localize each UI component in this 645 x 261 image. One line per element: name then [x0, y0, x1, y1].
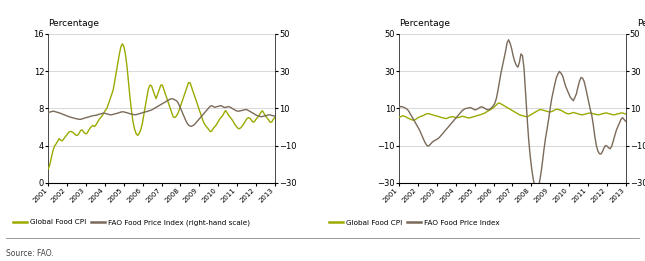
- Text: Source: FAO.: Source: FAO.: [6, 249, 54, 258]
- Text: Percentage: Percentage: [399, 19, 450, 28]
- Text: Percentage: Percentage: [637, 19, 645, 28]
- Legend: Global Food CPI, FAO Food Price Index (right-hand scale): Global Food CPI, FAO Food Price Index (r…: [10, 216, 253, 229]
- Text: Percentage: Percentage: [48, 19, 99, 28]
- Legend: Global Food CPI, FAO Food Price Index: Global Food CPI, FAO Food Price Index: [326, 217, 502, 229]
